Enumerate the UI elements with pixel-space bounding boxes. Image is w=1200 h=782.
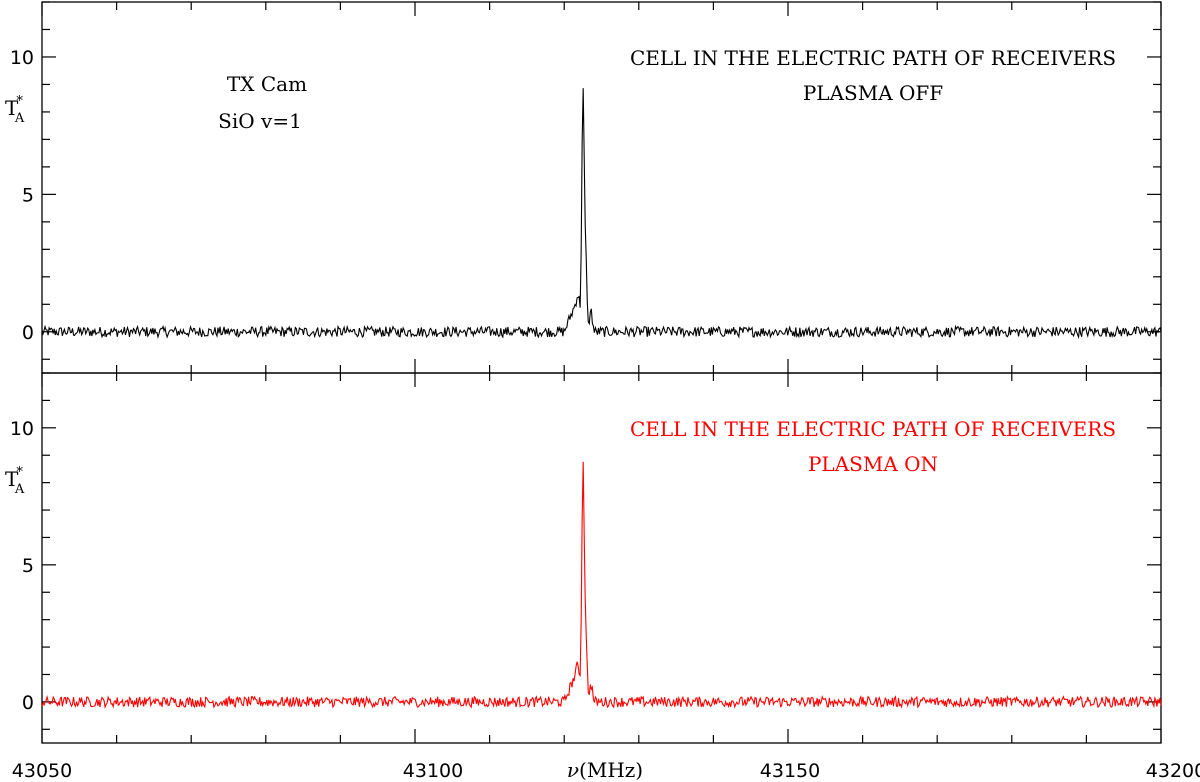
x-tick-label: 43100 <box>403 760 463 782</box>
y-axis-label: T* A <box>5 94 25 126</box>
x-tick-label: 43150 <box>760 760 820 782</box>
annotation-right: PLASMA ON <box>808 452 938 476</box>
y-axis-label: T* A <box>5 465 25 497</box>
y-tick-label: 0 <box>22 692 34 714</box>
annotation-right: CELL IN THE ELECTRIC PATH OF RECEIVERS <box>630 46 1116 70</box>
annotation-left: SiO v=1 <box>218 109 302 133</box>
annotation-right: CELL IN THE ELECTRIC PATH OF RECEIVERS <box>630 417 1116 441</box>
axis-labels: 43050 43100 43150 43200 ν(MHz) <box>12 758 1200 782</box>
panel-frame <box>41 372 1162 744</box>
panel-text: T* A TX Cam SiO v=1 CELL IN THE ELECTRIC PAT… <box>5 46 1116 497</box>
y-tick-label: 10 <box>10 418 34 440</box>
x-axis-label: ν(MHz) <box>567 758 643 782</box>
annotation-left: TX Cam <box>227 72 307 96</box>
axis-ticks: 0 5 10 0 5 10 <box>10 1 1162 743</box>
y-tick-label: 5 <box>22 184 34 206</box>
x-axis-label-unit: (MHz) <box>579 758 643 782</box>
annotation-right: PLASMA OFF <box>803 81 943 105</box>
x-tick-label: 43200 <box>1146 760 1200 782</box>
panel-frames <box>41 1 1162 744</box>
y-tick-label: 5 <box>22 555 34 577</box>
y-tick-label: 0 <box>22 322 34 344</box>
y-tick-label: 10 <box>10 47 34 69</box>
x-tick-label: 43050 <box>12 760 72 782</box>
spectrum-lines <box>41 88 1162 710</box>
x-axis-label-greek: ν <box>567 758 579 782</box>
spectrum-line <box>41 461 1162 710</box>
spectrum-line <box>41 88 1162 340</box>
